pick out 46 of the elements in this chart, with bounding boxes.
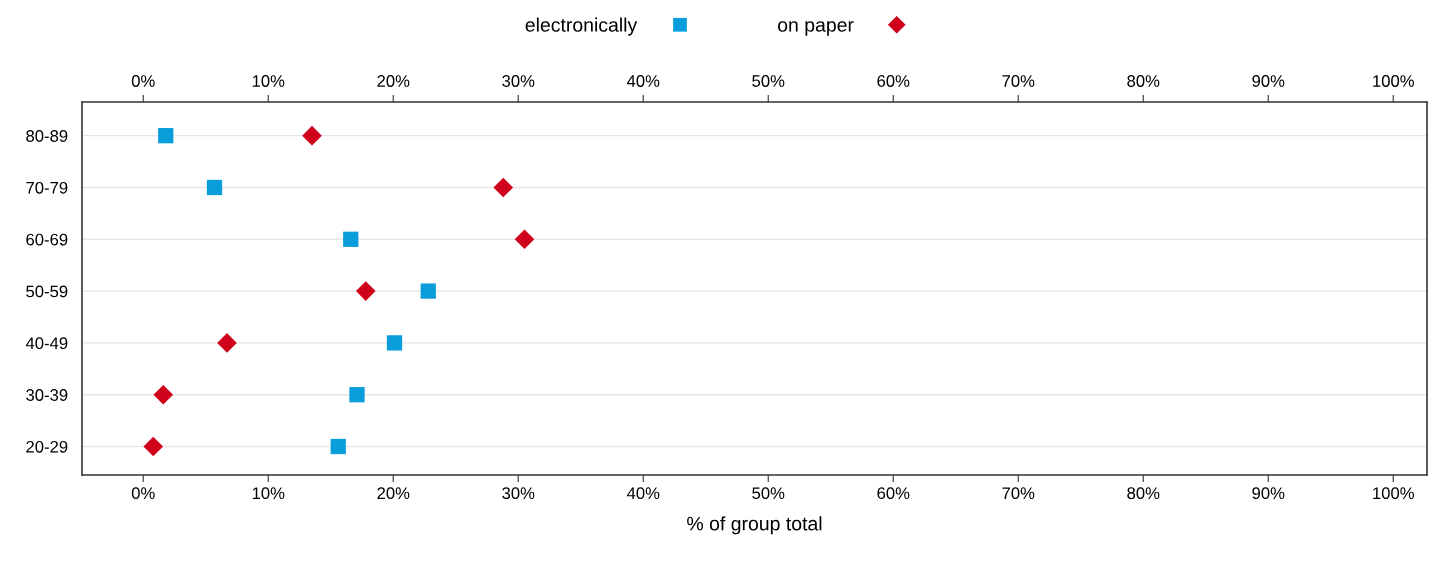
- x-tick-label: 80%: [1127, 487, 1160, 500]
- y-tick-label: 30-39: [26, 389, 68, 401]
- y-tick-label: 70-79: [26, 181, 68, 194]
- x2-tick-label: 20%: [377, 75, 410, 87]
- x-axis-title: % of group total: [687, 516, 822, 535]
- x2-tick-label: 40%: [626, 75, 660, 87]
- y-tick-label: 50-59: [26, 285, 68, 298]
- x-tick-label: 70%: [1002, 487, 1035, 500]
- point: [349, 387, 365, 403]
- point: [355, 281, 376, 301]
- point: [330, 438, 346, 455]
- x2-tick-label: 90%: [1252, 75, 1285, 87]
- point: [302, 125, 322, 146]
- x-tick-label: 60%: [877, 487, 910, 500]
- legend-label: electronically: [525, 17, 638, 36]
- x-tick-label: 100%: [1373, 487, 1414, 500]
- point: [143, 436, 164, 457]
- y-tick-label: 40-49: [25, 337, 68, 350]
- x2-tick-label: 80%: [1127, 75, 1160, 87]
- x2-tick-label: 70%: [1002, 75, 1035, 87]
- point: [493, 177, 514, 198]
- x2-tick-label: 60%: [877, 75, 910, 87]
- point: [217, 333, 237, 353]
- x-tick-label: 20%: [377, 487, 410, 500]
- x-tick-label: 40%: [626, 487, 660, 500]
- point: [343, 231, 359, 247]
- legend-label: on paper: [778, 21, 854, 36]
- point: [206, 179, 223, 196]
- x-tick-label: 30%: [502, 487, 535, 500]
- x-tick-label: 90%: [1252, 487, 1285, 500]
- y-tick-label: 60-69: [26, 233, 68, 246]
- x2-tick-label: 0%: [131, 75, 155, 87]
- point: [514, 229, 535, 250]
- x2-tick-label: 30%: [502, 75, 535, 87]
- x2-tick-label: 10%: [252, 75, 285, 87]
- point: [420, 283, 436, 299]
- x-tick-label: 10%: [252, 487, 285, 500]
- y-tick-label: 20-29: [26, 440, 68, 453]
- x-tick-label: 50%: [752, 487, 785, 500]
- x-tick-label: 0%: [131, 487, 155, 500]
- x2-tick-label: 100%: [1373, 75, 1414, 87]
- point: [158, 128, 174, 144]
- point: [153, 384, 174, 405]
- point: [386, 335, 403, 351]
- y-tick-label: 80-89: [26, 130, 68, 142]
- x2-tick-label: 50%: [752, 75, 785, 87]
